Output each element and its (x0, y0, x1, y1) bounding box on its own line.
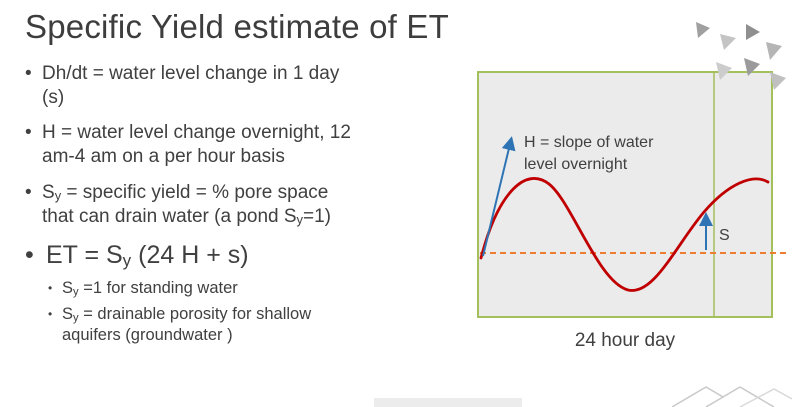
water-level-curve (479, 177, 770, 292)
diagram-frame (477, 71, 773, 318)
bullet-specific-yield: • Sy = specific yield = % pore space that… (25, 181, 477, 229)
bullet-text: Dh/dt = water level change in 1 day (s) (42, 63, 340, 109)
bullet-list: • Dh/dt = water level change in 1 day (s)… (25, 62, 477, 351)
subbullet-standing-water: • Sy =1 for standing water (48, 278, 477, 299)
bullet-text: Sy = drainable porosity for shallow aquif… (62, 304, 312, 344)
bullet-text: ET = Sy (24 H + s) (46, 240, 249, 271)
page-title: Specific Yield estimate of ET (25, 8, 449, 45)
h-label-line1: H = slope of water (524, 134, 654, 151)
h-label-line2: level overnight (524, 156, 628, 173)
bullet-marker: • (25, 181, 32, 203)
decorative-ribbon-icon (672, 386, 792, 407)
bullet-et-formula: • ET = Sy (24 H + s) (25, 240, 477, 270)
bullet-marker: • (48, 280, 53, 295)
bullet-marker: • (48, 306, 53, 321)
bullet-text: Sy =1 for standing water (62, 278, 238, 299)
h-slope-arrow (482, 136, 516, 257)
decorative-triangles-icon (696, 22, 786, 90)
bullet-text: Sy = specific yield = % pore space that c… (42, 181, 331, 228)
caption-24-hour-day: 24 hour day (574, 330, 676, 351)
et-diagram: H = slope of water level overnight S (477, 71, 789, 318)
subbullet-drainable-porosity: • Sy = drainable porosity for shallow aqu… (48, 304, 477, 346)
decorative-strip (374, 398, 522, 407)
s-label: S (719, 227, 730, 244)
bullet-marker: • (25, 240, 34, 269)
bullet-marker: • (25, 63, 32, 84)
bullet-dhdt: • Dh/dt = water level change in 1 day (s) (25, 62, 477, 110)
bullet-overnight-h: • H = water level change overnight, 12 am… (25, 121, 477, 169)
bullet-marker: • (25, 122, 32, 144)
bullet-text: H = water level change overnight, 12 am-4… (42, 122, 351, 168)
